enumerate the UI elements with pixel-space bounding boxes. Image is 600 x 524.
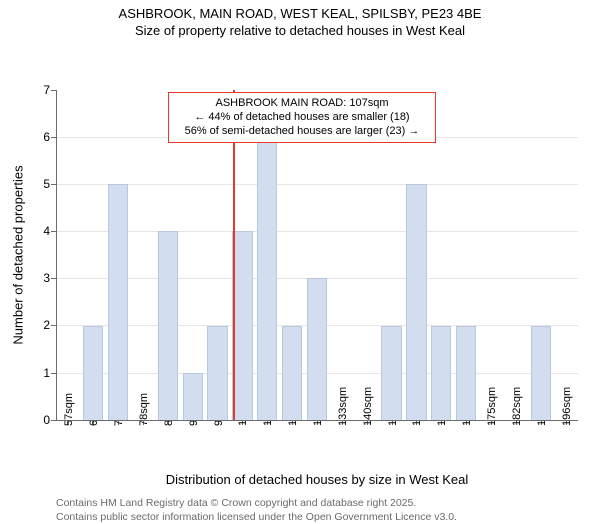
- y-tick-label: 6: [43, 130, 56, 144]
- bar: [431, 326, 451, 420]
- annotation-line-3: 56% of semi-detached houses are larger (…: [177, 124, 427, 138]
- bar: [207, 326, 227, 420]
- footer-line-2: Contains public sector information licen…: [56, 510, 457, 524]
- bar: [381, 326, 401, 420]
- bar: [108, 184, 128, 420]
- annotation-box: ASHBROOK MAIN ROAD: 107sqm← 44% of detac…: [168, 92, 436, 143]
- y-tick-label: 2: [43, 318, 56, 332]
- bar: [531, 326, 551, 420]
- y-tick-label: 1: [43, 366, 56, 380]
- annotation-line-2: ← 44% of detached houses are smaller (18…: [177, 110, 427, 124]
- y-tick-label: 4: [43, 224, 56, 238]
- chart-title: ASHBROOK, MAIN ROAD, WEST KEAL, SPILSBY,…: [0, 0, 600, 40]
- x-tick-label: 78sqm: [138, 393, 150, 426]
- title-line-1: ASHBROOK, MAIN ROAD, WEST KEAL, SPILSBY,…: [0, 6, 600, 23]
- bar: [406, 184, 426, 420]
- gridline: [56, 184, 578, 185]
- y-tick-label: 0: [43, 413, 56, 427]
- y-tick-label: 3: [43, 271, 56, 285]
- bar: [257, 137, 277, 420]
- bar: [183, 373, 203, 420]
- annotation-line-1: ASHBROOK MAIN ROAD: 107sqm: [177, 96, 427, 110]
- footer-line-1: Contains HM Land Registry data © Crown c…: [56, 496, 457, 510]
- footer-attribution: Contains HM Land Registry data © Crown c…: [56, 496, 457, 524]
- plot-area: 0123456757sqm64sqm71sqm78sqm85sqm92sqm99…: [56, 90, 578, 420]
- bar: [158, 231, 178, 420]
- bar: [456, 326, 476, 420]
- gridline: [56, 231, 578, 232]
- title-line-2: Size of property relative to detached ho…: [0, 23, 600, 40]
- x-axis-label: Distribution of detached houses by size …: [56, 472, 578, 487]
- y-axis-label: Number of detached properties: [11, 155, 26, 355]
- bar: [282, 326, 302, 420]
- x-axis-line: [56, 420, 578, 421]
- bar: [83, 326, 103, 420]
- bar: [307, 278, 327, 419]
- y-tick-label: 7: [43, 83, 56, 97]
- x-tick-label: 57sqm: [63, 393, 75, 426]
- y-axis-line: [56, 90, 57, 420]
- y-tick-label: 5: [43, 177, 56, 191]
